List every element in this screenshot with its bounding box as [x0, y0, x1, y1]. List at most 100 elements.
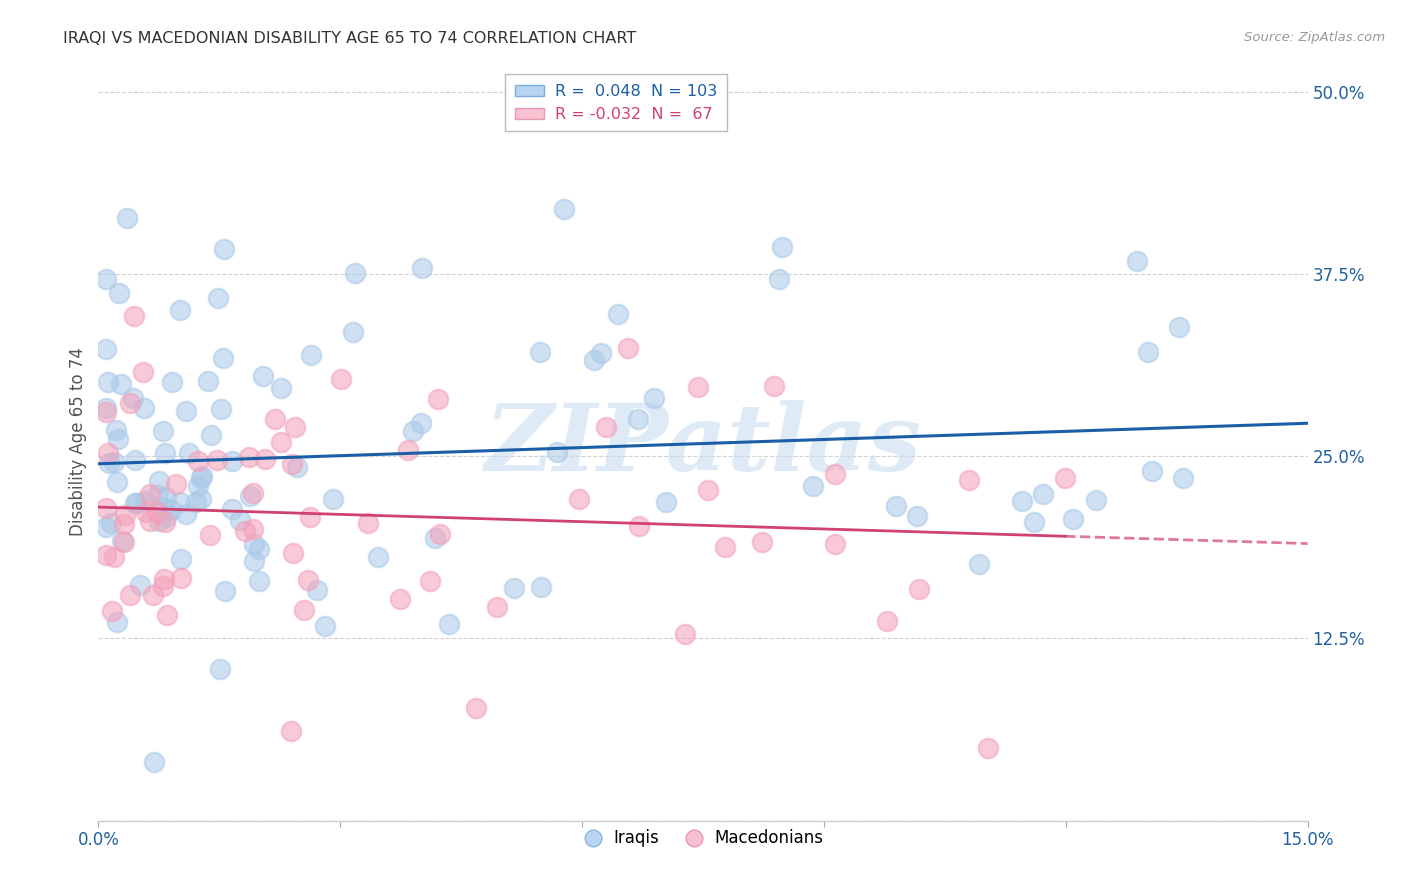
- Point: [969, 557, 991, 571]
- Point: [243, 553, 266, 567]
- Point: [148, 474, 170, 488]
- Point: [243, 537, 266, 551]
- Point: [396, 443, 419, 458]
- Point: [686, 380, 709, 394]
- Point: [628, 519, 651, 533]
- Point: [96, 520, 118, 534]
- Point: [96, 548, 118, 562]
- Text: IRAQI VS MACEDONIAN DISABILITY AGE 65 TO 74 CORRELATION CHART: IRAQI VS MACEDONIAN DISABILITY AGE 65 TO…: [63, 31, 637, 46]
- Point: [1011, 494, 1033, 508]
- Point: [174, 403, 197, 417]
- Point: [270, 434, 292, 449]
- Point: [211, 351, 233, 365]
- Point: [264, 412, 287, 426]
- Point: [876, 614, 898, 628]
- Text: ZIPatlas: ZIPatlas: [485, 401, 921, 491]
- Point: [292, 603, 315, 617]
- Point: [100, 516, 122, 530]
- Point: [118, 588, 141, 602]
- Point: [135, 505, 157, 519]
- Point: [425, 532, 447, 546]
- Point: [427, 392, 450, 407]
- Point: [281, 546, 304, 560]
- Legend: Iraqis, Macedonians: Iraqis, Macedonians: [576, 822, 830, 854]
- Point: [214, 242, 236, 256]
- Point: [96, 401, 118, 415]
- Point: [768, 272, 790, 286]
- Point: [582, 352, 605, 367]
- Point: [299, 510, 322, 524]
- Point: [464, 701, 486, 715]
- Point: [146, 488, 169, 502]
- Point: [1032, 486, 1054, 500]
- Point: [1167, 319, 1189, 334]
- Point: [801, 479, 824, 493]
- Point: [1085, 492, 1108, 507]
- Point: [100, 604, 122, 618]
- Point: [252, 369, 274, 384]
- Point: [957, 473, 980, 487]
- Point: [120, 396, 142, 410]
- Point: [546, 445, 568, 459]
- Point: [1022, 515, 1045, 529]
- Point: [190, 471, 212, 485]
- Point: [96, 342, 118, 356]
- Point: [977, 740, 1000, 755]
- Point: [169, 495, 191, 509]
- Point: [305, 582, 328, 597]
- Point: [247, 542, 270, 557]
- Point: [160, 376, 183, 390]
- Point: [105, 423, 128, 437]
- Point: [411, 260, 433, 275]
- Point: [429, 526, 451, 541]
- Point: [284, 420, 307, 434]
- Point: [884, 499, 907, 513]
- Point: [617, 341, 640, 355]
- Point: [170, 572, 193, 586]
- Point: [132, 365, 155, 379]
- Point: [530, 580, 553, 594]
- Point: [908, 582, 931, 596]
- Point: [112, 517, 135, 532]
- Point: [529, 345, 551, 359]
- Point: [153, 572, 176, 586]
- Point: [155, 515, 177, 529]
- Point: [103, 549, 125, 564]
- Point: [129, 578, 152, 592]
- Point: [344, 266, 367, 280]
- Point: [197, 374, 219, 388]
- Point: [238, 450, 260, 465]
- Point: [502, 581, 524, 595]
- Point: [247, 574, 270, 588]
- Point: [105, 475, 128, 489]
- Point: [297, 574, 319, 588]
- Point: [1125, 254, 1147, 268]
- Point: [187, 453, 209, 467]
- Point: [239, 489, 262, 503]
- Point: [142, 588, 165, 602]
- Point: [287, 459, 309, 474]
- Point: [155, 490, 177, 504]
- Text: Source: ZipAtlas.com: Source: ZipAtlas.com: [1244, 31, 1385, 45]
- Point: [655, 495, 678, 509]
- Point: [627, 412, 650, 426]
- Point: [209, 402, 232, 417]
- Point: [184, 494, 207, 508]
- Point: [170, 552, 193, 566]
- Point: [139, 514, 162, 528]
- Point: [125, 496, 148, 510]
- Point: [1171, 471, 1194, 485]
- Point: [280, 457, 302, 471]
- Point: [1054, 471, 1077, 485]
- Point: [402, 424, 425, 438]
- Point: [153, 501, 176, 516]
- Point: [762, 379, 785, 393]
- Point: [96, 272, 118, 286]
- Point: [905, 509, 928, 524]
- Point: [187, 479, 209, 493]
- Point: [419, 574, 441, 588]
- Point: [143, 756, 166, 770]
- Point: [553, 202, 575, 216]
- Point: [105, 615, 128, 629]
- Y-axis label: Disability Age 65 to 74: Disability Age 65 to 74: [69, 347, 87, 536]
